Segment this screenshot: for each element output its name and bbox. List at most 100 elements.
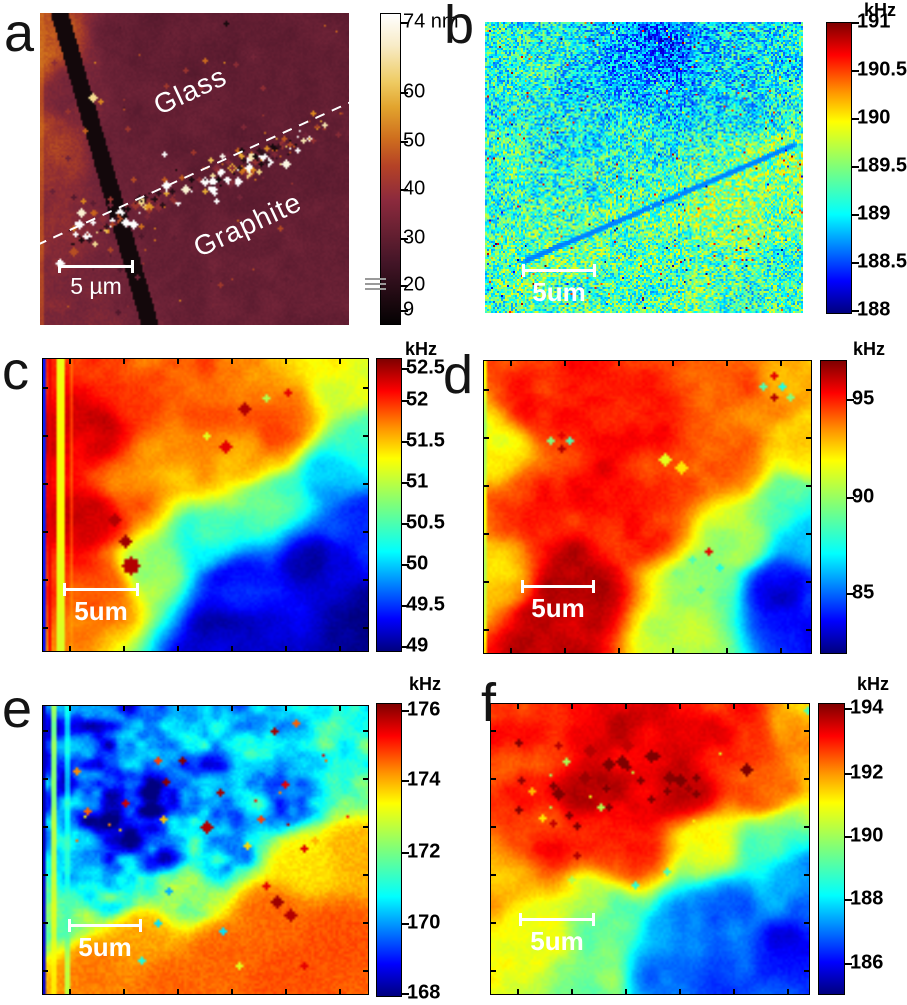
colorbar-tick xyxy=(401,284,408,287)
colorbar-tick xyxy=(847,497,854,500)
colorbar-unit-label: kHz xyxy=(409,674,442,694)
colorbar-tick-label: 49 xyxy=(406,634,429,657)
panel-letter-d: d xyxy=(443,345,474,405)
colorbar-labels: 176 174 172 170 168 xyxy=(407,699,469,1004)
colorbar-tick xyxy=(401,141,408,144)
colorbar-tick-label: 95 xyxy=(852,387,875,410)
scale-bar-label: 5 µm xyxy=(70,273,122,299)
colorbar-tick-label: 85 xyxy=(852,581,875,604)
colorbar-tick-label: 170 xyxy=(407,911,441,934)
colorbar-tick xyxy=(402,710,409,712)
colorbar-tick xyxy=(852,309,859,312)
colorbar-tick-label: 51 xyxy=(406,470,429,493)
colorbar-tick-label: 20 xyxy=(403,273,426,296)
colorbar-tick-label: 186 xyxy=(850,951,884,974)
colorbar-tick-label: 188.5 xyxy=(857,250,907,273)
colorbar-tick-label: 30 xyxy=(403,226,426,249)
colorbar-tick xyxy=(402,563,409,566)
frequency-map-image-e: 5um xyxy=(42,705,369,995)
colorbar-tick xyxy=(845,963,852,966)
colorbar-tick xyxy=(845,772,852,775)
colorbar-tick-label: 190 xyxy=(850,824,884,847)
colorbar-tick xyxy=(401,22,408,25)
colorbar-unit-label: kHz xyxy=(853,339,886,359)
colorbar-tick-label: 172 xyxy=(407,840,441,863)
scale-bar: 5um xyxy=(519,913,595,957)
panel-letter-b: b xyxy=(444,0,475,55)
colorbar-frequency xyxy=(818,703,852,995)
colorbar-tick xyxy=(402,780,409,783)
colorbar-tick xyxy=(401,92,408,95)
colorbar-unit-label: kHz xyxy=(405,339,438,359)
panel-letter-c: c xyxy=(2,341,29,401)
scale-bar-line xyxy=(68,919,142,932)
colorbar-tick xyxy=(401,238,408,241)
colorbar-tick-label: 50 xyxy=(406,552,429,575)
colorbar-labels: 74 nm 60 50 40 30 20 9 xyxy=(403,10,465,323)
colorbar-tick xyxy=(852,117,859,120)
frequency-map-image-f: 5um xyxy=(490,703,810,995)
colorbar-tick xyxy=(845,707,852,710)
colorbar-height xyxy=(380,13,408,325)
colorbar-tick xyxy=(402,367,409,370)
scale-bar-line xyxy=(58,260,134,273)
colorbar-tick-label: 90 xyxy=(852,485,875,508)
colorbar-tick xyxy=(847,592,854,595)
colorbar-tick-label: 52 xyxy=(406,388,429,411)
colorbar-tick-label: 74 nm xyxy=(403,10,459,33)
colorbar-tick xyxy=(852,213,859,216)
scale-bar: 5um xyxy=(68,919,142,963)
colorbar-tick-label: 9 xyxy=(403,298,415,321)
colorbar-tick xyxy=(402,645,409,648)
colorbar-unit-label: kHz xyxy=(864,0,897,20)
colorbar-tick xyxy=(852,70,859,73)
panel-letter-f: f xyxy=(481,673,497,733)
scale-bar-label: 5um xyxy=(531,593,585,623)
colorbar-frequency xyxy=(820,360,854,654)
colorbar-tick-label: 168 xyxy=(407,981,441,1004)
scale-bar-line xyxy=(63,583,139,596)
colorbar-tick-label: 176 xyxy=(407,698,441,721)
colorbar-tick-label: 190.5 xyxy=(857,58,907,81)
colorbar-frequency xyxy=(376,703,409,997)
colorbar-tick-label: 192 xyxy=(850,761,884,784)
scale-bar-label: 5um xyxy=(74,596,128,626)
colorbar-tick-label: 194 xyxy=(850,696,884,719)
colorbar-tick xyxy=(852,166,859,169)
colorbar-labels: 194 192 190 188 186 xyxy=(850,696,907,993)
colorbar-tick xyxy=(402,992,409,995)
scale-bar: 5 µm xyxy=(58,260,134,300)
colorbar-tick xyxy=(402,522,409,525)
panel-letter-e: e xyxy=(2,679,33,739)
frequency-map-image-b: 5um xyxy=(485,22,803,313)
scale-bar-label: 5um xyxy=(532,277,586,307)
colorbar-tick xyxy=(402,400,409,403)
colorbar-tick xyxy=(401,189,408,192)
scale-bar-line xyxy=(522,264,596,277)
colorbar-tick xyxy=(852,22,859,24)
panel-letter-a: a xyxy=(4,3,35,63)
colorbar-tick xyxy=(402,440,409,443)
scale-bar: 5um xyxy=(522,264,596,308)
colorbar-level-cursor xyxy=(365,276,386,290)
scale-bar-line xyxy=(521,580,595,593)
scale-bar-label: 5um xyxy=(78,932,132,962)
colorbar-labels: 191 190.5 190 189.5 189 188.5 188 xyxy=(857,11,907,321)
colorbar-tick-label: 190 xyxy=(857,106,891,129)
frequency-map-image-c: 5um xyxy=(42,358,369,652)
colorbar-tick-label: 52.5 xyxy=(406,356,445,379)
colorbar-tick xyxy=(852,262,859,265)
colorbar-tick-label: 189 xyxy=(857,202,891,225)
colorbar-tick xyxy=(845,836,852,839)
colorbar-tick-label: 50 xyxy=(403,129,426,152)
colorbar-tick xyxy=(847,399,854,402)
colorbar-tick-label: 49.5 xyxy=(406,593,445,616)
colorbar-tick xyxy=(401,309,408,312)
colorbar-tick-label: 188 xyxy=(850,887,884,910)
colorbar-tick xyxy=(845,899,852,902)
frequency-map-image-d: 5um xyxy=(483,360,812,654)
colorbar-unit-label: kHz xyxy=(857,674,890,694)
colorbar-tick xyxy=(402,922,409,925)
colorbar-tick xyxy=(402,851,409,854)
